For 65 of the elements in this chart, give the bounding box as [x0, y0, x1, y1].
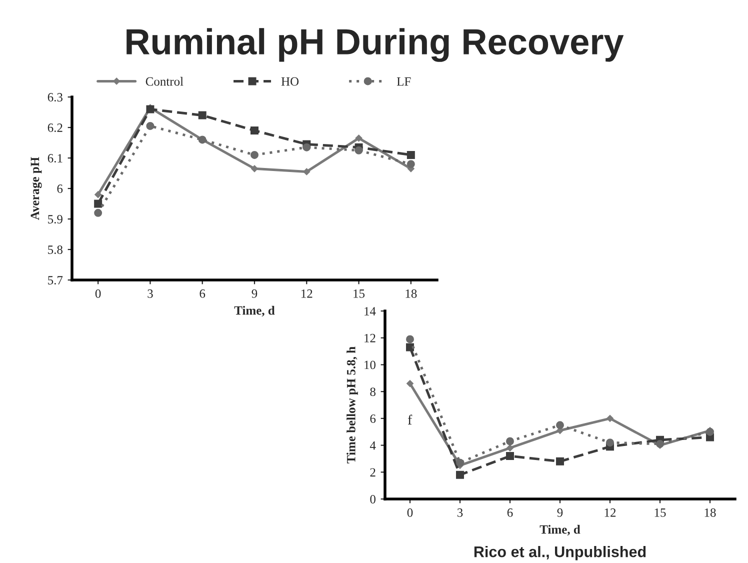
y-tick-label: 14 [364, 307, 376, 316]
y-tick-label: 6.2 [48, 124, 62, 132]
point [456, 458, 464, 467]
y-tick-label: 6.1 [48, 154, 62, 163]
point [355, 134, 362, 142]
y-tick-label: 2 [370, 468, 376, 476]
point [406, 343, 414, 352]
x-tick-label: 18 [406, 289, 417, 298]
legend-label: Control [146, 76, 184, 86]
y-axis-title: Time bellow pH 5.8, h [346, 346, 358, 464]
point [606, 414, 614, 422]
point [146, 122, 154, 130]
point [303, 168, 310, 176]
y-tick-label: 10 [364, 360, 376, 370]
x-tick-label: 12 [301, 289, 312, 298]
point [198, 111, 206, 120]
point [456, 470, 464, 479]
y-tick-label: 6.3 [48, 93, 62, 102]
annotation: f [408, 414, 412, 424]
x-tick-label: 15 [654, 508, 666, 517]
point [406, 150, 415, 159]
point [506, 444, 514, 452]
y-tick-label: 8 [370, 388, 376, 396]
point [94, 200, 102, 208]
x-tick-label: 6 [200, 289, 206, 298]
chart-title: Ruminal pH During Recovery [126, 28, 624, 62]
y-tick-label: 12 [364, 334, 376, 342]
point [506, 437, 514, 446]
legend-label: LF [396, 77, 411, 86]
y-tick-label: 5.7 [48, 276, 63, 285]
y-axis-title: Average pH [30, 157, 42, 220]
y-tick-label: 5.9 [48, 215, 62, 224]
x-tick-label: 3 [457, 508, 463, 517]
point [406, 160, 415, 168]
x-axis-title: Time, d [234, 306, 275, 317]
x-tick-label: 3 [148, 289, 153, 298]
point [354, 146, 363, 154]
y-tick-label: 0 [370, 495, 376, 504]
point [250, 126, 258, 135]
legend-label: HO [281, 77, 299, 86]
point [406, 380, 414, 387]
y-tick-label: 4 [370, 441, 376, 450]
x-tick-label: 15 [354, 289, 365, 298]
x-axis-title: Time, d [540, 524, 580, 536]
x-tick-label: 18 [704, 508, 716, 517]
point [506, 452, 514, 460]
x-tick-label: 6 [507, 508, 513, 517]
text: Rico et al., Unpublished [474, 546, 646, 560]
point [94, 191, 102, 198]
x-tick-label: 9 [557, 508, 563, 517]
y-tick-label: 6 [370, 414, 376, 423]
point [606, 438, 614, 447]
x-tick-label: 12 [604, 508, 616, 517]
x-tick-label: 9 [252, 289, 258, 298]
x-tick-label: 0 [407, 508, 413, 517]
point [94, 208, 102, 217]
point [406, 335, 414, 344]
y-tick-label: 6 [57, 184, 63, 193]
point [556, 457, 564, 466]
x-tick-label: 0 [95, 289, 101, 298]
y-tick-label: 5.8 [48, 246, 62, 254]
point [250, 150, 258, 159]
point [556, 421, 564, 430]
point [251, 165, 258, 172]
point [302, 143, 311, 152]
